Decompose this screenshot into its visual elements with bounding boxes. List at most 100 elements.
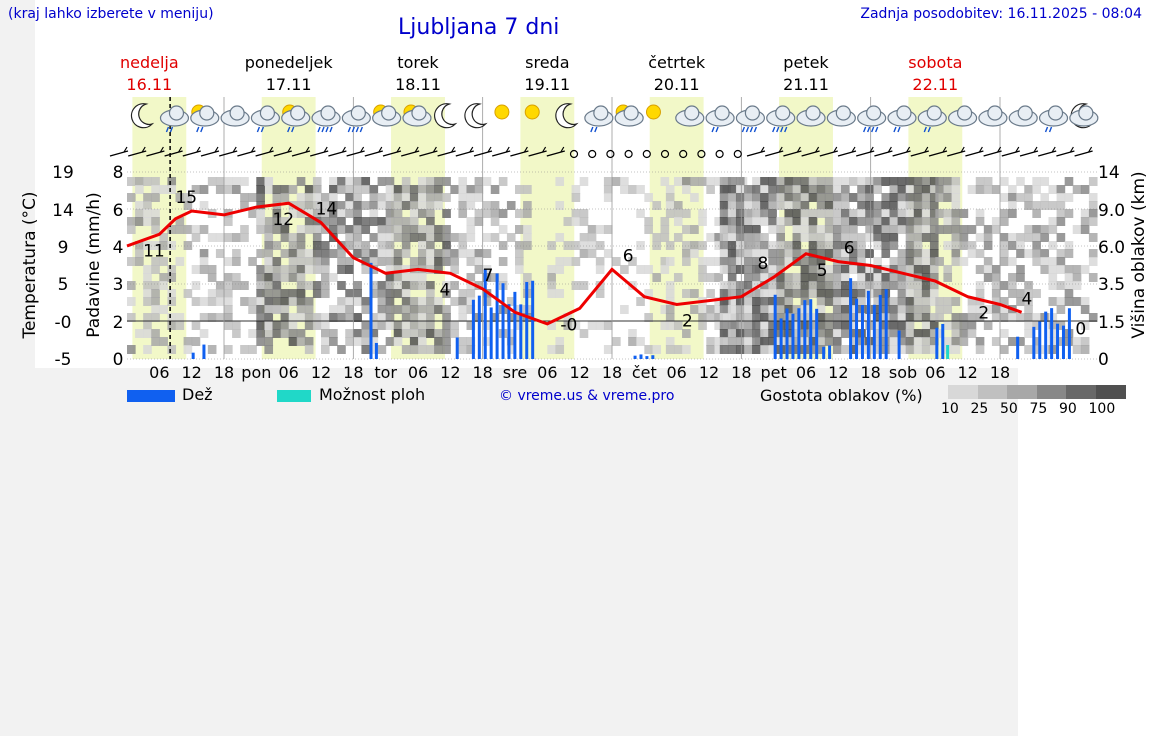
cloud-cell [361, 305, 371, 314]
sun-rain-cloud-icon [281, 104, 311, 133]
cloud-cell [401, 193, 411, 202]
cloud-cell [832, 345, 842, 354]
cloud-cell [248, 305, 257, 314]
cloud-cell [943, 217, 953, 226]
cloud-cell [393, 233, 403, 242]
cloud-cell [426, 297, 435, 306]
day-date: 20.11 [654, 75, 700, 94]
cloud-cell [857, 233, 866, 242]
cloud-cell [1056, 257, 1066, 266]
cloud-cell [280, 305, 290, 314]
cloud-cell [482, 209, 492, 218]
cloud-cell [752, 297, 761, 306]
cloud-cell [760, 249, 769, 258]
moon-icon [130, 103, 155, 129]
cloud-cell [401, 313, 411, 322]
cloud-cell [792, 305, 802, 314]
cloud-cell [523, 225, 532, 234]
cloud-cell [143, 209, 152, 218]
cloud-cell [385, 233, 395, 242]
cloud-cell [418, 313, 427, 322]
location-hint[interactable]: (kraj lahko izberete v meniju) [8, 6, 214, 22]
cloud-cell [272, 265, 282, 274]
cloud-cell [345, 257, 354, 266]
cloud-cell [409, 305, 419, 314]
cloud-cell [426, 321, 435, 330]
cloud-cell [673, 177, 683, 186]
cloud-cell [466, 249, 476, 258]
cloud-cell [921, 313, 931, 322]
cloud-cell [889, 305, 899, 314]
cloud-cell [1008, 241, 1017, 250]
rain-bar [477, 295, 481, 359]
cloud-cell [808, 177, 818, 186]
cloud-cell [418, 225, 427, 234]
cloud-cell [296, 209, 306, 218]
cloud-cell [458, 233, 468, 242]
cloud-cell [897, 345, 907, 354]
cloud-cell [401, 345, 411, 354]
cloud-cell [1032, 337, 1041, 346]
cloud-cell [482, 201, 492, 210]
cloud-cell [744, 201, 753, 210]
rain-bar [513, 291, 517, 359]
cloud-cell [808, 257, 818, 266]
calm-wind-icon [660, 149, 670, 159]
cloud-cell [784, 217, 794, 226]
precip-bars [191, 262, 1071, 359]
wind-barb-icon [765, 150, 784, 157]
cloud-cell [329, 201, 338, 210]
cloud-cell [571, 217, 581, 226]
cloud-cell [183, 337, 193, 346]
cloud-cell [490, 209, 500, 218]
cloud-cell [353, 313, 362, 322]
cloud-cell [921, 297, 931, 306]
cloud-cell [224, 217, 233, 226]
cloud-cell [256, 249, 265, 258]
cloud-cell [889, 273, 899, 282]
page-title: Ljubljana 7 dni [398, 15, 560, 40]
cloud-cell [426, 249, 435, 258]
cloud-cell [905, 257, 915, 266]
cloud-cell [272, 209, 282, 218]
cloud-cell [1008, 289, 1017, 298]
cloud-cell [959, 225, 969, 234]
cloud-cell [776, 257, 785, 266]
cloud-cell [127, 193, 136, 202]
cloud-cell [409, 193, 419, 202]
cloud-cell [135, 209, 144, 218]
cloud-cell [248, 297, 257, 306]
heavy-rain-icon [766, 105, 796, 133]
wind-barb-icon [346, 150, 365, 157]
cloud-cell [1056, 185, 1066, 194]
cloud-cell [698, 209, 707, 218]
cloud-cell [665, 201, 675, 210]
cloud-cell [603, 177, 613, 186]
cloud-cell [280, 249, 290, 258]
cloud-cell [873, 209, 882, 218]
cloud-cell [951, 201, 961, 210]
cloud-cell [361, 217, 371, 226]
cloud-cell [929, 177, 939, 186]
copyright-link[interactable]: © vreme.us & vreme.pro [499, 388, 675, 404]
cloud-cell [127, 297, 136, 306]
rain-bar [651, 355, 655, 359]
cloud-cell [873, 233, 882, 242]
rain-bar [489, 307, 493, 359]
cloud-cell [768, 305, 777, 314]
cloud-cell [816, 281, 826, 290]
cloud-cell [808, 249, 818, 258]
cloud-cell [515, 265, 524, 274]
cloud-cell [808, 241, 818, 250]
cloud-cell [921, 209, 931, 218]
cloud-cell [665, 345, 675, 354]
cloud-cell [361, 201, 371, 210]
cloud-cell [905, 289, 915, 298]
cloud-cell [719, 185, 729, 194]
cloud-cell [760, 217, 769, 226]
cloud-cell [744, 329, 753, 338]
cloud-cell [353, 233, 362, 242]
cloud-cell [873, 329, 882, 338]
cloud-cell [967, 225, 977, 234]
cloud-cell [353, 201, 362, 210]
